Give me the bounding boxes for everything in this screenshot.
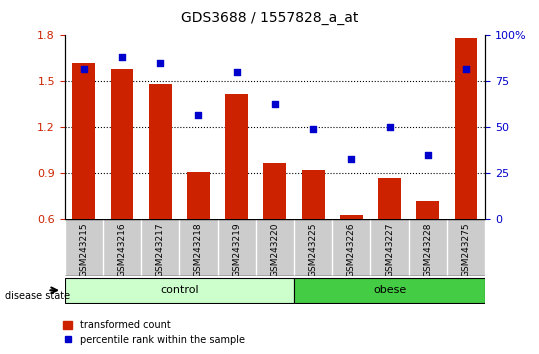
Point xyxy=(194,112,203,118)
Point xyxy=(232,69,241,75)
Legend: transformed count, percentile rank within the sample: transformed count, percentile rank withi… xyxy=(59,316,249,349)
Text: GSM243220: GSM243220 xyxy=(271,222,279,277)
Text: GSM243275: GSM243275 xyxy=(461,222,471,277)
Bar xyxy=(72,63,95,219)
Bar xyxy=(302,170,324,219)
Text: GSM243218: GSM243218 xyxy=(194,222,203,277)
Point xyxy=(309,126,317,132)
Bar xyxy=(187,172,210,219)
Bar xyxy=(378,178,401,219)
Point xyxy=(462,66,471,72)
FancyBboxPatch shape xyxy=(65,278,294,303)
Text: disease state: disease state xyxy=(5,291,71,301)
Point xyxy=(385,125,394,130)
Bar xyxy=(225,94,248,219)
Point xyxy=(118,55,126,60)
Point xyxy=(79,66,88,72)
Text: GSM243225: GSM243225 xyxy=(309,222,317,277)
Bar xyxy=(110,69,134,219)
Point xyxy=(347,156,356,161)
Text: GSM243216: GSM243216 xyxy=(118,222,127,277)
Text: GSM243219: GSM243219 xyxy=(232,222,241,277)
Point xyxy=(271,101,279,106)
Bar xyxy=(454,39,478,219)
Text: obese: obese xyxy=(373,285,406,295)
Text: control: control xyxy=(160,285,199,295)
Bar xyxy=(264,163,286,219)
Bar xyxy=(340,215,363,219)
Bar xyxy=(149,85,172,219)
Text: GDS3688 / 1557828_a_at: GDS3688 / 1557828_a_at xyxy=(181,11,358,25)
Text: GSM243217: GSM243217 xyxy=(156,222,165,277)
FancyBboxPatch shape xyxy=(294,278,485,303)
Text: GSM243215: GSM243215 xyxy=(79,222,88,277)
Point xyxy=(156,60,164,66)
Text: GSM243227: GSM243227 xyxy=(385,222,394,277)
Text: GSM243226: GSM243226 xyxy=(347,222,356,277)
Point xyxy=(424,152,432,158)
Text: GSM243228: GSM243228 xyxy=(423,222,432,277)
Bar xyxy=(416,201,439,219)
